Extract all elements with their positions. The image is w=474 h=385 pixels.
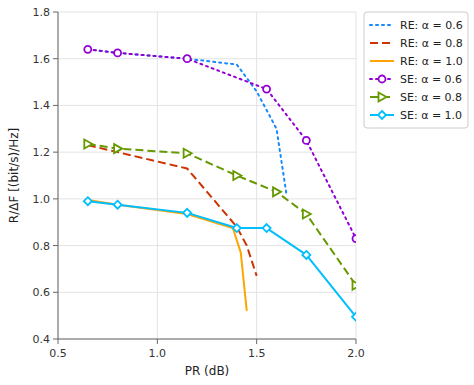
grid-line [58, 12, 59, 339]
legend-label: SE: α = 1.0 [400, 109, 462, 122]
grid-line [58, 58, 356, 59]
legend-marker [379, 76, 386, 83]
marker [114, 49, 121, 56]
tick-label: 0.6 [33, 286, 51, 299]
grid [58, 12, 356, 339]
legend-swatch [370, 24, 394, 26]
tick-label: 2.0 [347, 347, 365, 360]
legend-swatch [370, 42, 394, 44]
marker [233, 224, 241, 232]
legend-label: RE: α = 0.8 [400, 37, 463, 50]
y-axis [58, 12, 59, 339]
tick [53, 292, 58, 293]
marker [184, 55, 191, 62]
marker [302, 251, 310, 259]
legend-swatch [370, 60, 394, 62]
tick-label: 0.8 [33, 240, 51, 253]
tick-label: 0.4 [33, 333, 51, 346]
marker [184, 149, 192, 158]
tick-label: 1.4 [33, 99, 51, 112]
marker [114, 201, 122, 209]
tick-label: 0.5 [49, 347, 67, 360]
legend-label: SE: α = 0.8 [400, 91, 462, 104]
marker [84, 197, 92, 205]
tick-label: 1.2 [33, 146, 51, 159]
marker [183, 209, 191, 217]
x-axis [58, 339, 356, 340]
grid-line [58, 105, 356, 106]
series [84, 197, 356, 321]
tick [157, 339, 158, 344]
tick [53, 152, 58, 153]
y-axis-label: R/ΔF [(bit/s)/Hz] [7, 128, 21, 223]
tick-label: 1.5 [248, 347, 266, 360]
grid-line [157, 12, 158, 339]
legend-label: RE: α = 0.6 [400, 19, 463, 32]
line [88, 200, 247, 311]
chart: 0.5 1.0 1.5 2.0 0.4 0.6 0.8 1.0 1.2 1.4 1.6 1.8 PR (… [0, 0, 474, 385]
line [88, 144, 356, 285]
marker [84, 139, 92, 148]
legend-label: SE: α = 0.6 [400, 73, 462, 86]
grid-line [58, 198, 356, 199]
legend-marker [379, 93, 387, 102]
grid-line [58, 12, 356, 13]
legend-marker [378, 111, 386, 119]
marker [263, 224, 271, 232]
grid-line [58, 292, 356, 293]
tick [53, 198, 58, 199]
line [88, 49, 356, 238]
legend: RE: α = 0.6 RE: α = 0.8 RE: α = 1.0 SE: α =… [364, 12, 468, 128]
line [88, 201, 356, 317]
grid-line [356, 12, 357, 339]
tick-label: 1.0 [33, 193, 51, 206]
marker [114, 144, 122, 153]
marker [233, 171, 241, 180]
legend-label: RE: α = 1.0 [400, 55, 463, 68]
marker [353, 235, 357, 242]
series-group [84, 46, 356, 321]
tick-label: 1.6 [33, 53, 51, 66]
plot-area [58, 12, 356, 339]
marker [84, 46, 91, 53]
series [88, 49, 287, 194]
marker [303, 137, 310, 144]
x-axis-label: PR (dB) [185, 364, 230, 378]
tick [53, 339, 58, 340]
grid-line [256, 12, 257, 339]
marker [353, 281, 357, 290]
series [84, 46, 356, 242]
grid-line [58, 245, 356, 246]
grid-line [58, 152, 356, 153]
tick [356, 339, 357, 344]
marker [273, 187, 281, 196]
tick [58, 339, 59, 344]
tick [53, 12, 58, 13]
grid-line [58, 339, 356, 340]
tick [53, 105, 58, 106]
marker [303, 210, 311, 219]
tick-label: 1.8 [33, 6, 51, 19]
marker [263, 86, 270, 93]
tick [53, 245, 58, 246]
tick [256, 339, 257, 344]
tick [53, 58, 58, 59]
marker [352, 313, 356, 321]
legend-frame [364, 12, 468, 128]
line [88, 49, 287, 194]
series [88, 200, 247, 311]
tick-label: 1.0 [149, 347, 167, 360]
